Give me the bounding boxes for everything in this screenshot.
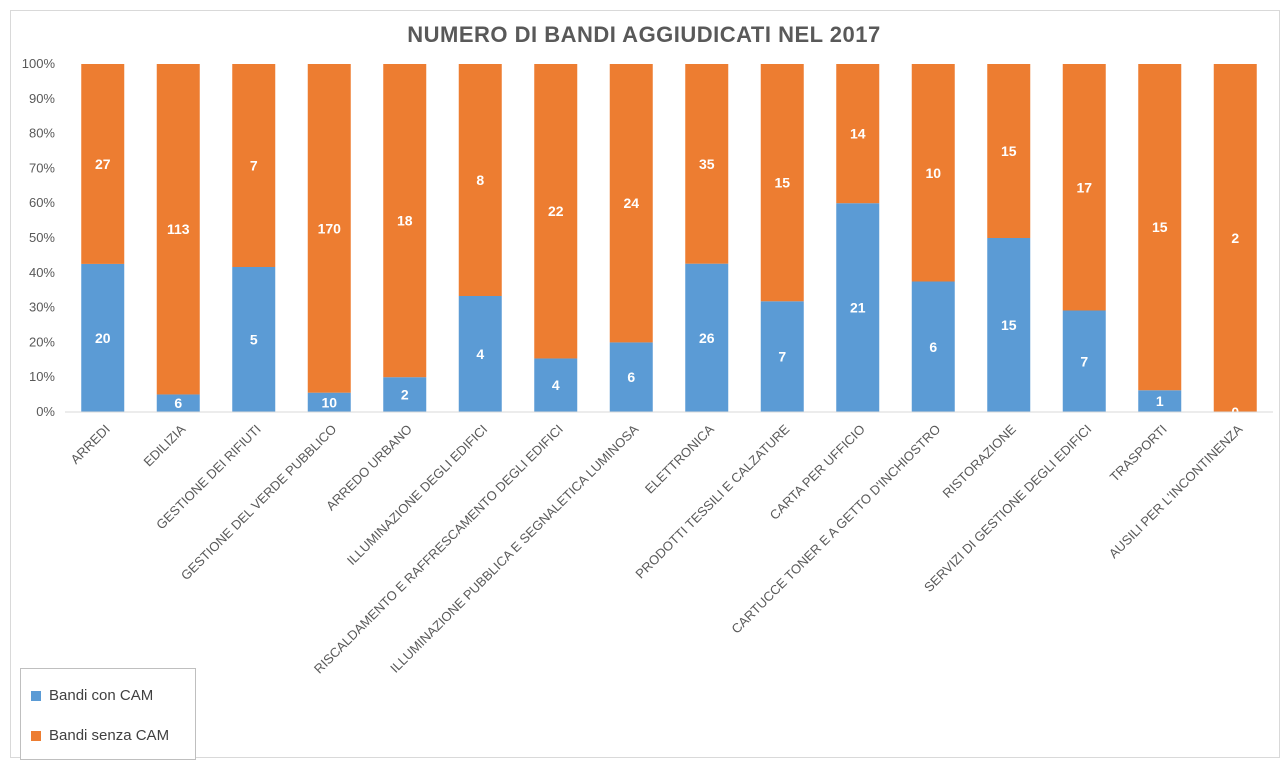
data-label-senza-cam: 15 xyxy=(774,175,790,191)
data-label-senza-cam: 18 xyxy=(397,213,413,229)
data-label-con-cam: 4 xyxy=(476,346,484,362)
x-tick-label: SERVIZI DI GESTIONE DEGLI EDIFICI xyxy=(921,422,1094,595)
bar-senza-cam-gestione-del-verde-pubblico xyxy=(307,64,351,393)
y-tick-label: 100% xyxy=(22,56,56,71)
data-label-con-cam: 26 xyxy=(699,330,715,346)
legend-label-con-cam: Bandi con CAM xyxy=(49,687,154,704)
data-label-senza-cam: 10 xyxy=(925,165,941,181)
x-tick-label: RISCALDAMENTO E RAFFRESCAMENTO DEGLI EDI… xyxy=(311,422,566,677)
bar-senza-cam-arredi xyxy=(81,64,125,264)
data-label-con-cam: 4 xyxy=(552,377,560,393)
data-label-senza-cam: 22 xyxy=(548,203,564,219)
bar-con-cam-carta-per-ufficio xyxy=(836,203,880,412)
bar-senza-cam-cartucce-toner-e-a-getto-d-inchiostro xyxy=(911,64,955,282)
x-tick-label: ARREDI xyxy=(68,422,113,467)
y-tick-label: 60% xyxy=(29,195,55,210)
bar-senza-cam-gestione-dei-rifiuti xyxy=(232,64,276,267)
legend-item-senza-cam: Bandi senza CAM xyxy=(31,727,169,744)
x-tick-label: ELETTRONICA xyxy=(642,421,717,496)
y-tick-label: 10% xyxy=(29,369,55,384)
data-label-con-cam: 6 xyxy=(627,369,635,385)
data-label-senza-cam: 8 xyxy=(476,172,484,188)
data-label-senza-cam: 113 xyxy=(167,221,190,237)
data-label-senza-cam: 7 xyxy=(250,158,258,174)
data-label-senza-cam: 24 xyxy=(623,195,639,211)
bar-con-cam-illuminazione-pubblica-e-segnaletica-luminosa xyxy=(609,342,653,412)
bar-con-cam-gestione-dei-rifiuti xyxy=(232,267,276,412)
data-label-con-cam: 6 xyxy=(174,395,182,411)
data-label-senza-cam: 15 xyxy=(1001,143,1017,159)
bar-senza-cam-illuminazione-degli-edifici xyxy=(458,64,502,296)
bar-con-cam-servizi-di-gestione-degli-edifici xyxy=(1062,310,1106,412)
legend-swatch-senza-cam xyxy=(31,730,41,741)
bar-con-cam-arredo-urbano xyxy=(383,377,427,412)
data-label-con-cam: 6 xyxy=(929,339,937,355)
legend-item-con-cam: Bandi con CAM xyxy=(31,687,153,704)
data-label-con-cam: 21 xyxy=(850,300,866,316)
data-label-con-cam: 10 xyxy=(321,394,337,410)
bar-senza-cam-ristorazione xyxy=(987,64,1031,238)
legend-swatch-con-cam xyxy=(31,690,41,701)
y-tick-label: 30% xyxy=(29,300,55,315)
data-label-senza-cam: 27 xyxy=(95,156,111,172)
x-tick-label: RISTORAZIONE xyxy=(939,421,1019,501)
data-label-senza-cam: 35 xyxy=(699,156,715,172)
data-label-senza-cam: 15 xyxy=(1152,219,1168,235)
chart-title: NUMERO DI BANDI AGGIUDICATI NEL 2017 xyxy=(407,22,881,47)
bar-senza-cam-servizi-di-gestione-degli-edifici xyxy=(1062,64,1106,311)
x-tick-label: AUSILI PER L'INCONTINENZA xyxy=(1106,421,1246,561)
data-label-con-cam: 1 xyxy=(1156,393,1164,409)
bar-senza-cam-ausili-per-l-incontinenza xyxy=(1213,64,1257,412)
bar-con-cam-ristorazione xyxy=(987,238,1031,412)
bar-con-cam-edilizia xyxy=(156,394,200,412)
y-tick-label: 70% xyxy=(29,160,55,175)
data-label-con-cam: 15 xyxy=(1001,317,1017,333)
data-label-senza-cam: 14 xyxy=(850,126,866,142)
y-tick-label: 90% xyxy=(29,91,55,106)
bar-con-cam-cartucce-toner-e-a-getto-d-inchiostro xyxy=(911,281,955,412)
y-tick-label: 0% xyxy=(36,404,55,419)
bar-con-cam-trasporti xyxy=(1138,390,1182,412)
x-tick-label: GESTIONE DEL VERDE PUBBLICO xyxy=(178,422,339,583)
legend-label-senza-cam: Bandi senza CAM xyxy=(49,727,170,744)
bar-senza-cam-riscaldamento-e-raffrescamento-degli-edifici xyxy=(534,64,578,359)
x-tick-label: TRASPORTI xyxy=(1107,422,1170,485)
bar-senza-cam-carta-per-ufficio xyxy=(836,64,880,204)
data-label-con-cam: 5 xyxy=(250,332,258,348)
y-tick-label: 20% xyxy=(29,334,55,349)
bar-senza-cam-arredo-urbano xyxy=(383,64,427,378)
bar-con-cam-elettronica xyxy=(685,263,729,412)
x-tick-label: PRODOTTI TESSILI E CALZATURE xyxy=(632,421,792,581)
data-label-con-cam: 20 xyxy=(95,330,111,346)
bar-con-cam-prodotti-tessili-e-calzature xyxy=(760,301,804,412)
bar-senza-cam-prodotti-tessili-e-calzature xyxy=(760,64,804,302)
bar-senza-cam-illuminazione-pubblica-e-segnaletica-luminosa xyxy=(609,64,653,343)
data-label-senza-cam: 17 xyxy=(1076,179,1092,195)
data-label-senza-cam: 170 xyxy=(318,220,342,236)
data-label-con-cam: 2 xyxy=(401,387,409,403)
bar-senza-cam-elettronica xyxy=(685,64,729,264)
data-label-con-cam: 7 xyxy=(778,349,786,365)
y-tick-label: 40% xyxy=(29,265,55,280)
bar-senza-cam-trasporti xyxy=(1138,64,1182,391)
x-tick-label: EDILIZIA xyxy=(140,421,188,469)
data-label-con-cam: 7 xyxy=(1080,353,1088,369)
bar-con-cam-illuminazione-degli-edifici xyxy=(458,296,502,412)
y-tick-label: 50% xyxy=(29,230,55,245)
x-tick-label: ILLUMINAZIONE DEGLI EDIFICI xyxy=(344,422,490,568)
x-tick-label: ILLUMINAZIONE PUBBLICA E SEGNALETICA LUM… xyxy=(387,421,642,676)
bar-con-cam-arredi xyxy=(81,263,125,412)
data-label-senza-cam: 2 xyxy=(1231,230,1239,246)
legend: Bandi con CAM Bandi senza CAM xyxy=(20,668,196,760)
bar-con-cam-gestione-del-verde-pubblico xyxy=(307,392,351,412)
bar-senza-cam-edilizia xyxy=(156,64,200,395)
y-tick-label: 80% xyxy=(29,126,55,141)
bar-con-cam-riscaldamento-e-raffrescamento-degli-edifici xyxy=(534,358,578,412)
